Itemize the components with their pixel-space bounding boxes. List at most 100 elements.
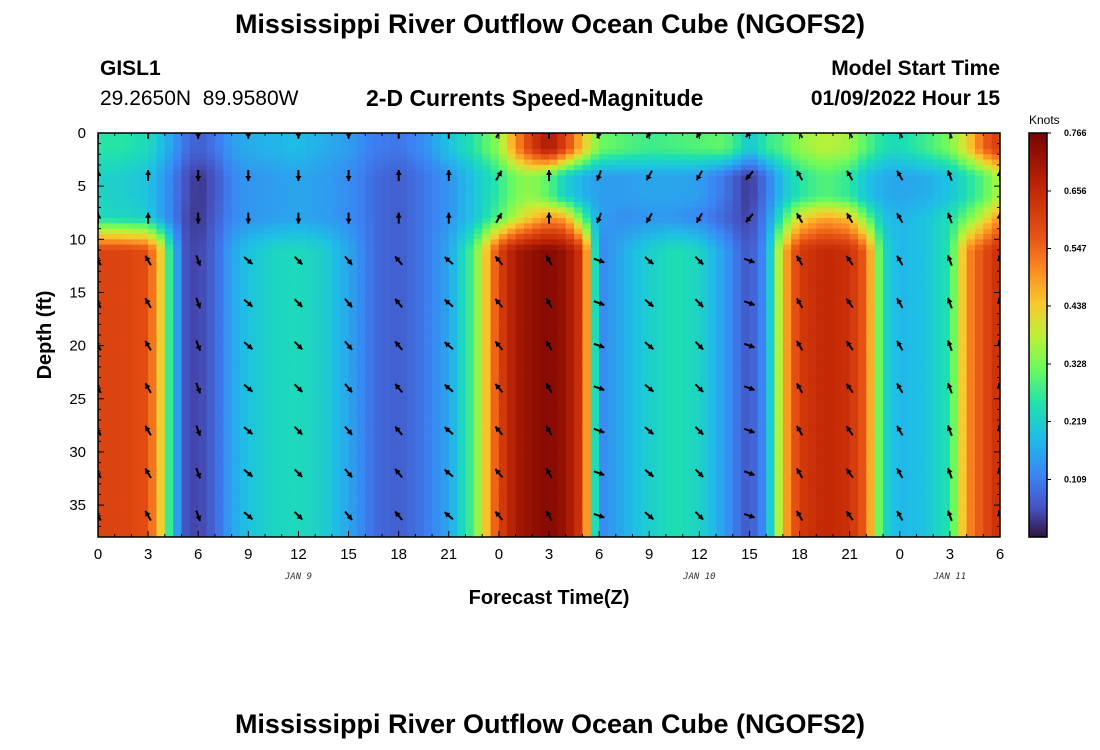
heatmap-cell <box>390 218 400 224</box>
heatmap-cell <box>148 494 158 501</box>
heatmap-cell <box>273 218 283 224</box>
heatmap-cell <box>298 436 308 442</box>
heatmap-cell <box>265 186 274 193</box>
heatmap-cell <box>599 143 609 150</box>
heatmap-cell <box>315 425 325 432</box>
heatmap-cell <box>415 175 425 182</box>
heatmap-cell <box>549 170 558 177</box>
heatmap-cell <box>331 303 341 310</box>
heatmap-cell <box>173 467 183 474</box>
heatmap-cell <box>248 457 258 464</box>
heatmap-cell <box>582 515 592 522</box>
heatmap-cell <box>423 180 433 187</box>
heatmap-cell <box>465 324 475 331</box>
heatmap-cell <box>607 154 617 161</box>
heatmap-cell <box>515 398 525 405</box>
heatmap-cell <box>549 212 558 219</box>
heatmap-cell <box>574 249 584 256</box>
heatmap-cell <box>423 324 433 331</box>
heatmap-cell <box>356 255 366 262</box>
heatmap-cell <box>114 133 124 139</box>
heatmap-cell <box>323 255 333 262</box>
heatmap-cell <box>415 164 425 171</box>
heatmap-cell <box>599 234 609 240</box>
heatmap-cell <box>582 462 592 469</box>
heatmap-cell <box>557 361 567 368</box>
heatmap-cell <box>114 175 124 182</box>
heatmap-cell <box>440 186 450 193</box>
heatmap-cell <box>198 191 208 198</box>
heatmap-cell <box>515 148 525 155</box>
heatmap-cell <box>123 436 133 442</box>
heatmap-cell <box>490 414 500 421</box>
heatmap-cell <box>557 175 567 182</box>
heatmap-cell <box>490 191 500 198</box>
heatmap-cell <box>256 196 266 203</box>
heatmap-cell <box>532 388 542 395</box>
heatmap-cell <box>348 292 358 299</box>
heatmap-cell <box>490 483 500 490</box>
heatmap-cell <box>148 239 158 246</box>
heatmap-cell <box>407 345 416 352</box>
heatmap-cell <box>490 207 500 214</box>
heatmap-cell <box>356 478 366 485</box>
heatmap-cell <box>331 420 341 426</box>
heatmap-cell <box>381 138 391 145</box>
heatmap-cell <box>523 340 533 347</box>
heatmap-cell <box>540 515 550 522</box>
heatmap-cell <box>173 425 183 432</box>
heatmap-cell <box>507 249 517 256</box>
heatmap-cell <box>131 170 141 177</box>
heatmap-cell <box>523 260 533 267</box>
heatmap-cell <box>106 212 116 219</box>
heatmap-cell <box>348 170 358 177</box>
heatmap-cell <box>540 186 550 193</box>
heatmap-cell <box>523 478 533 485</box>
heatmap-cell <box>432 494 442 501</box>
heatmap-cell <box>348 467 358 474</box>
heatmap-cell <box>465 164 475 171</box>
heatmap-cell <box>256 212 266 219</box>
heatmap-cell <box>290 133 300 139</box>
heatmap-cell <box>315 531 325 537</box>
heatmap-cell <box>114 398 124 405</box>
heatmap-cell <box>599 154 609 161</box>
heatmap-cell <box>607 143 617 150</box>
heatmap-cell <box>490 303 500 310</box>
heatmap-cell <box>340 361 350 368</box>
heatmap-cell <box>239 303 249 310</box>
heatmap-cell <box>590 180 600 187</box>
heatmap-cell <box>131 499 141 506</box>
heatmap-cell <box>114 313 124 320</box>
heatmap-cell <box>590 308 600 315</box>
heatmap-cell <box>532 430 542 437</box>
heatmap-cell <box>156 143 166 150</box>
heatmap-cell <box>189 478 199 485</box>
heatmap-cell <box>398 133 408 139</box>
heatmap-cell <box>549 521 558 527</box>
heatmap-cell <box>98 175 107 182</box>
heatmap-cell <box>281 276 291 283</box>
heatmap-cell <box>398 521 408 527</box>
heatmap-cell <box>574 462 584 469</box>
heatmap-cell <box>440 436 450 442</box>
heatmap-cell <box>315 308 325 315</box>
heatmap-cell <box>640 223 650 230</box>
heatmap-cell <box>256 340 266 347</box>
heatmap-cell <box>615 441 625 448</box>
heatmap-cell <box>306 515 316 522</box>
heatmap-cell <box>106 430 116 437</box>
heatmap-cell <box>223 191 233 198</box>
heatmap-cell <box>356 436 366 442</box>
heatmap-cell <box>348 265 358 272</box>
heatmap-cell <box>273 398 283 405</box>
heatmap-cell <box>106 202 116 209</box>
heatmap-cell <box>498 489 508 496</box>
heatmap-cell <box>565 462 575 469</box>
heatmap-cell <box>407 287 416 294</box>
heatmap-cell <box>415 228 425 235</box>
heatmap-cell <box>482 175 492 182</box>
heatmap-cell <box>315 265 325 272</box>
heatmap-cell <box>507 292 517 299</box>
heatmap-cell <box>632 196 642 203</box>
